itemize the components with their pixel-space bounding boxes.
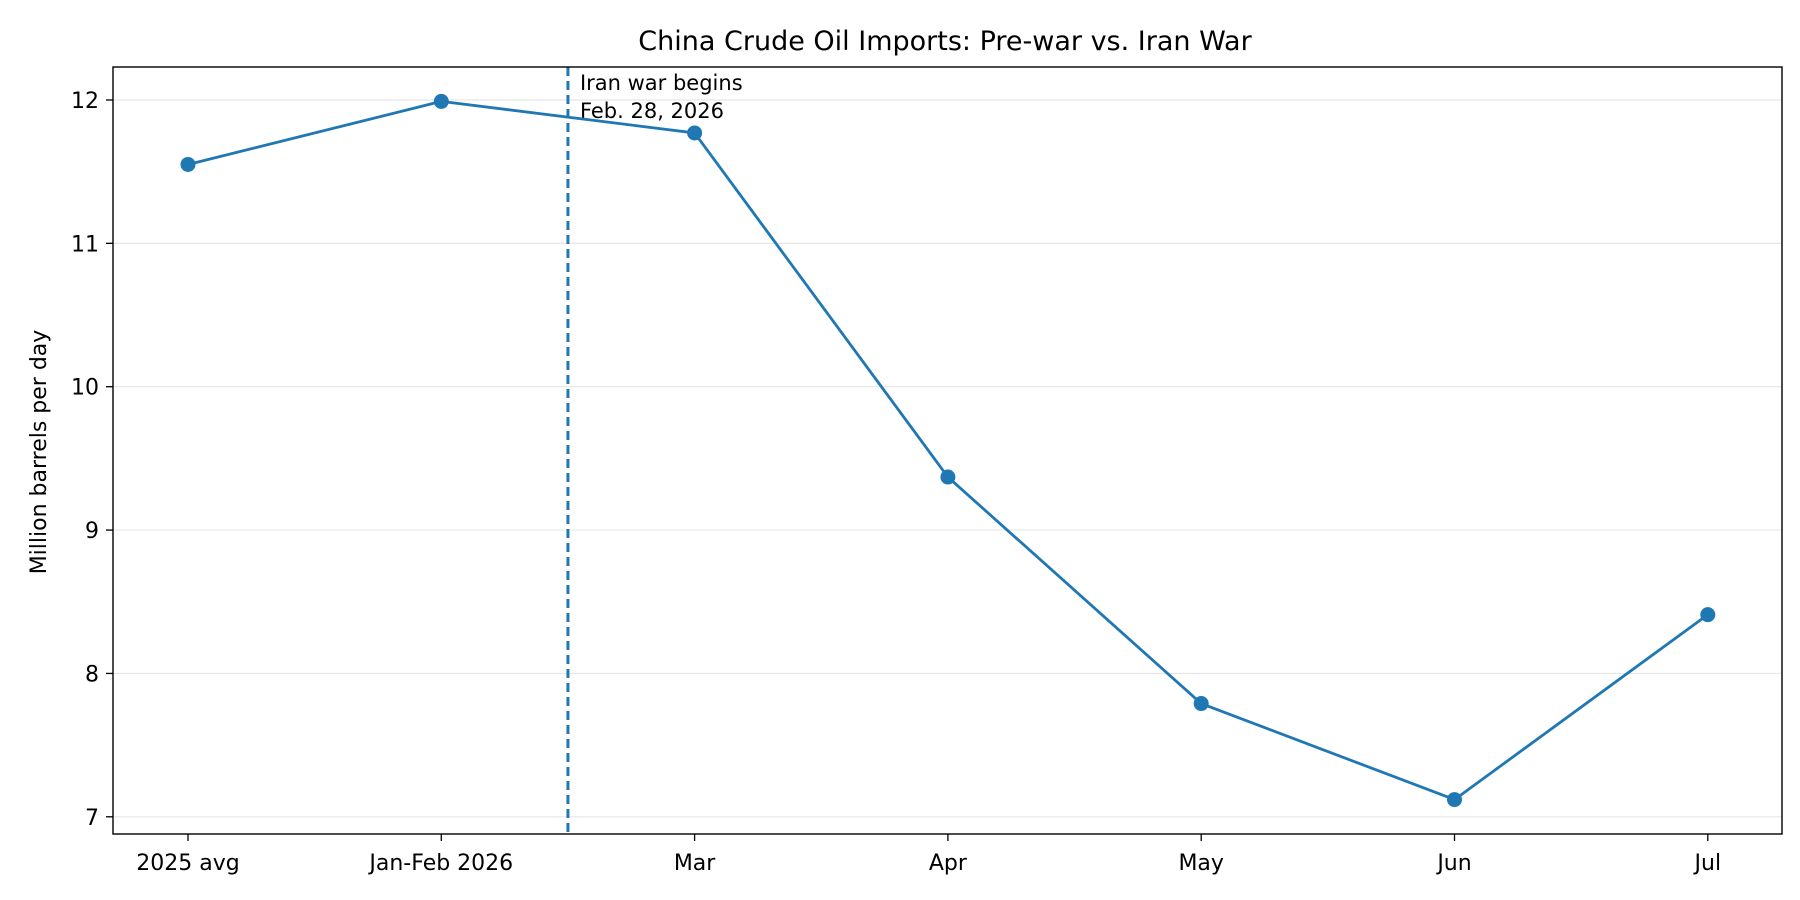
event-label-line2: Feb. 28, 2026: [580, 99, 724, 123]
y-tick-label: 10: [71, 376, 99, 401]
y-tick-label: 7: [85, 806, 99, 831]
grid-lines: [113, 99, 1782, 818]
series-line-layer: [180, 93, 1716, 808]
x-tick-label: Jan-Feb 2026: [367, 851, 513, 876]
x-tick-label: 2025 avg: [136, 851, 239, 876]
y-tick-label: 8: [85, 662, 99, 687]
y-tick-label: 11: [71, 232, 99, 257]
axes: 7 8 9 10 11 12 2025 avg Jan-Feb 2026 Mar Apr May Ju…: [71, 66, 1783, 876]
plot-frame: [112, 66, 1783, 835]
data-point: [687, 125, 703, 141]
data-point: [1700, 607, 1716, 623]
x-tick-label: Apr: [929, 851, 968, 876]
data-point: [433, 93, 449, 109]
series-line: [187, 100, 1709, 801]
x-tick-label: Mar: [674, 851, 716, 876]
y-tick-label: 9: [85, 519, 99, 544]
x-tick-label: Jul: [1693, 851, 1722, 876]
x-tick-label: Jun: [1435, 851, 1471, 876]
data-point: [180, 156, 196, 172]
data-point: [1193, 696, 1209, 712]
chart-title: China Crude Oil Imports: Pre-war vs. Ira…: [638, 26, 1252, 57]
event-label-line1: Iran war begins: [580, 71, 743, 95]
data-point: [940, 469, 956, 485]
data-point: [1447, 792, 1462, 808]
y-axis-label: Million barrels per day: [27, 330, 52, 575]
event-marker: Iran war begins Feb. 28, 2026: [566, 67, 743, 834]
y-tick-label: 12: [71, 89, 99, 114]
x-tick-label: May: [1178, 851, 1223, 876]
